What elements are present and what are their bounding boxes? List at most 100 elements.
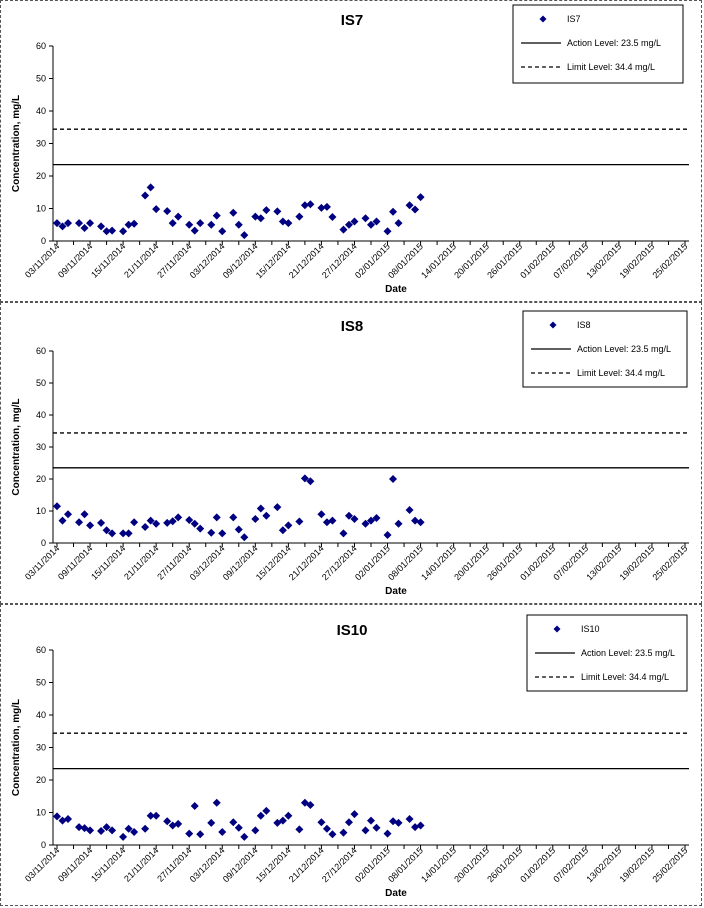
x-axis-label: Date	[385, 888, 407, 899]
x-tick-label: 25/02/2015	[650, 543, 689, 582]
data-point	[53, 502, 61, 511]
data-point	[295, 517, 304, 526]
legend-label: Action Level: 23.5 mg/L	[567, 38, 661, 48]
data-point	[240, 832, 249, 841]
data-point	[146, 811, 155, 820]
y-tick-label: 0	[41, 236, 46, 246]
data-point	[185, 515, 194, 524]
y-tick-label: 30	[36, 743, 46, 753]
data-point	[350, 515, 359, 523]
x-tick-label: 25/02/2015	[650, 845, 689, 884]
data-point	[218, 529, 227, 538]
legend-label: IS7	[567, 14, 581, 24]
y-tick-label: 0	[41, 538, 46, 548]
chart-panel-is8: IS8 0 10 20 30 40 50 60 03/11/2014 09/11/2014 15/1…	[0, 302, 702, 604]
data-point	[411, 205, 420, 214]
data-point	[339, 225, 348, 234]
data-point	[256, 504, 265, 513]
y-tick-label: 50	[36, 74, 46, 84]
data-point	[295, 212, 304, 221]
data-point	[53, 219, 61, 228]
y-tick-label: 20	[36, 171, 46, 181]
y-tick-label: 50	[36, 378, 46, 388]
y-axis-label: Concentration, mg/L	[11, 95, 22, 192]
x-tick-label: 09/11/2014	[56, 543, 94, 581]
data-point	[163, 817, 172, 826]
data-point	[273, 207, 282, 216]
data-point	[190, 802, 199, 810]
data-point	[196, 830, 205, 839]
data-point	[163, 518, 172, 527]
data-point	[240, 231, 249, 240]
y-tick-label: 60	[36, 645, 46, 655]
legend-label: Action Level: 23.5 mg/L	[581, 648, 675, 658]
data-point	[196, 524, 205, 533]
data-point	[361, 519, 370, 528]
legend-label: Limit Level: 34.4 mg/L	[577, 368, 665, 378]
x-tick-label: 25/02/2015	[650, 241, 689, 280]
chart-is8: IS8 0 10 20 30 40 50 60 03/11/201409/11/201415/1…	[11, 310, 689, 597]
data-point	[251, 826, 260, 835]
data-point	[262, 206, 271, 215]
data-point	[389, 475, 398, 483]
data-point	[86, 826, 95, 835]
data-point	[64, 219, 73, 228]
legend-label: IS10	[581, 624, 600, 634]
data-point	[405, 815, 414, 823]
data-point	[256, 214, 265, 223]
legend-marker	[539, 15, 547, 23]
data-point	[190, 519, 199, 528]
data-point	[322, 202, 331, 211]
legend-marker	[553, 625, 561, 633]
y-tick-label: 40	[36, 410, 46, 420]
data-point	[207, 528, 216, 537]
data-point	[306, 200, 315, 209]
data-point	[97, 518, 106, 527]
data-point	[174, 819, 183, 828]
chart-panel-is7: IS7 0 10 20 30 40 50 60 03/11/2014 09/11/2014 15/1…	[0, 0, 702, 302]
legend-label: Action Level: 23.5 mg/L	[577, 344, 671, 354]
data-point	[405, 506, 414, 515]
data-point	[108, 529, 117, 538]
data-point	[229, 513, 238, 522]
data-point	[273, 503, 282, 512]
y-axis-label: Concentration, mg/L	[11, 699, 22, 796]
data-point	[416, 193, 425, 202]
x-tick-label: 21/11/2014	[122, 543, 160, 581]
data-point	[185, 220, 194, 229]
data-point	[317, 818, 326, 827]
data-point	[372, 823, 381, 832]
y-tick-label: 20	[36, 775, 46, 785]
legend-marker	[549, 321, 557, 329]
data-point	[339, 828, 348, 837]
data-point	[306, 801, 315, 810]
data-point	[317, 203, 326, 212]
y-tick-label: 50	[36, 678, 46, 688]
legend-label: IS8	[577, 320, 591, 330]
y-tick-label: 20	[36, 474, 46, 484]
data-point	[196, 219, 205, 228]
data-point	[300, 474, 309, 483]
data-point	[130, 828, 139, 836]
data-point	[190, 226, 199, 235]
data-point	[229, 818, 238, 827]
data-point	[212, 513, 221, 522]
data-point	[262, 806, 271, 815]
data-point	[152, 205, 161, 214]
data-point	[350, 217, 359, 226]
data-point	[185, 829, 194, 838]
data-point	[174, 513, 183, 522]
data-point	[141, 824, 150, 833]
data-point	[367, 516, 375, 525]
x-tick-label: 03/11/2014	[23, 845, 61, 883]
data-point	[350, 810, 359, 819]
data-point	[394, 519, 403, 528]
data-point	[207, 220, 216, 229]
data-point	[234, 823, 243, 832]
data-point	[80, 510, 89, 519]
data-point	[416, 518, 425, 527]
x-tick-label: 15/11/2014	[89, 543, 127, 581]
data-point	[394, 219, 403, 228]
data-point	[405, 201, 414, 210]
data-point	[75, 518, 84, 527]
